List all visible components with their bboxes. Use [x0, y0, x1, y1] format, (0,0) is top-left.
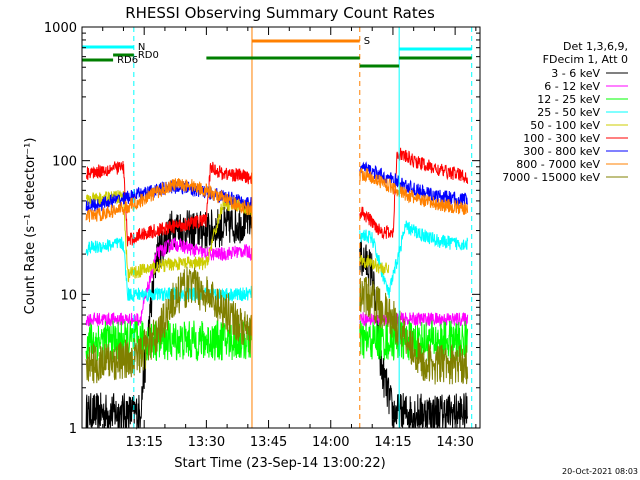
x-tick-label: 14:15 — [374, 435, 411, 450]
series-line-300-800-kev — [85, 161, 469, 213]
x-tick-label: 14:30 — [436, 435, 473, 450]
legend-label: 100 - 300 keV — [523, 132, 600, 145]
series-line-12-25-kev — [85, 320, 469, 362]
state-label-rd0: RD0 — [138, 50, 159, 61]
legend-label: 800 - 7000 keV — [516, 158, 600, 171]
chart-title: RHESSI Observing Summary Count Rates — [125, 4, 435, 22]
x-axis-label: Start Time (23-Sep-14 13:00:22) — [174, 456, 385, 471]
state-label-rd6: RD6 — [117, 55, 138, 66]
y-tick-label: 10 — [60, 288, 77, 303]
state-label-n: N — [138, 42, 145, 53]
state-label-s: S — [364, 36, 370, 47]
x-tick-label: 13:15 — [125, 435, 162, 450]
x-tick-label: 14:00 — [312, 435, 349, 450]
legend-label: 6 - 12 keV — [544, 80, 600, 93]
series-line-6-12-kev — [85, 237, 469, 327]
series-line-7000-15000-kev — [85, 266, 469, 385]
y-tick-label: 100 — [52, 155, 77, 170]
x-tick-label: 13:45 — [250, 435, 287, 450]
legend-label: 3 - 6 keV — [551, 67, 600, 80]
series-line-800-7000-kev — [85, 167, 469, 223]
legend-label: 300 - 800 keV — [523, 145, 600, 158]
x-tick-label: 13:30 — [188, 435, 225, 450]
legend-label: 50 - 100 keV — [530, 119, 600, 132]
y-axis-label: Count Rate (s⁻¹ detector⁻¹) — [23, 138, 38, 315]
legend-label: 25 - 50 keV — [537, 106, 600, 119]
plot-frame — [81, 26, 481, 429]
series-line-100-300-kev — [86, 147, 469, 247]
legend-label: 12 - 25 keV — [537, 93, 600, 106]
series-line-50-100-kev — [85, 190, 390, 283]
legend-label: 7000 - 15000 keV — [502, 171, 600, 184]
y-tick-label: 1 — [69, 422, 77, 437]
generation-timestamp: 20-Oct-2021 08:03 — [562, 467, 638, 476]
axes: 13:15 13:30 13:45 14:00 14:15 14:30 1 10 100 1000 — [44, 21, 481, 450]
y-tick-label: 1000 — [44, 21, 77, 36]
legend: Det 1,3,6,9, FDecim 1, Att 0 3 - 6 keV6 … — [502, 40, 628, 184]
legend-header-line-2: FDecim 1, Att 0 — [543, 53, 628, 66]
legend-header-line-1: Det 1,3,6,9, — [563, 40, 628, 53]
